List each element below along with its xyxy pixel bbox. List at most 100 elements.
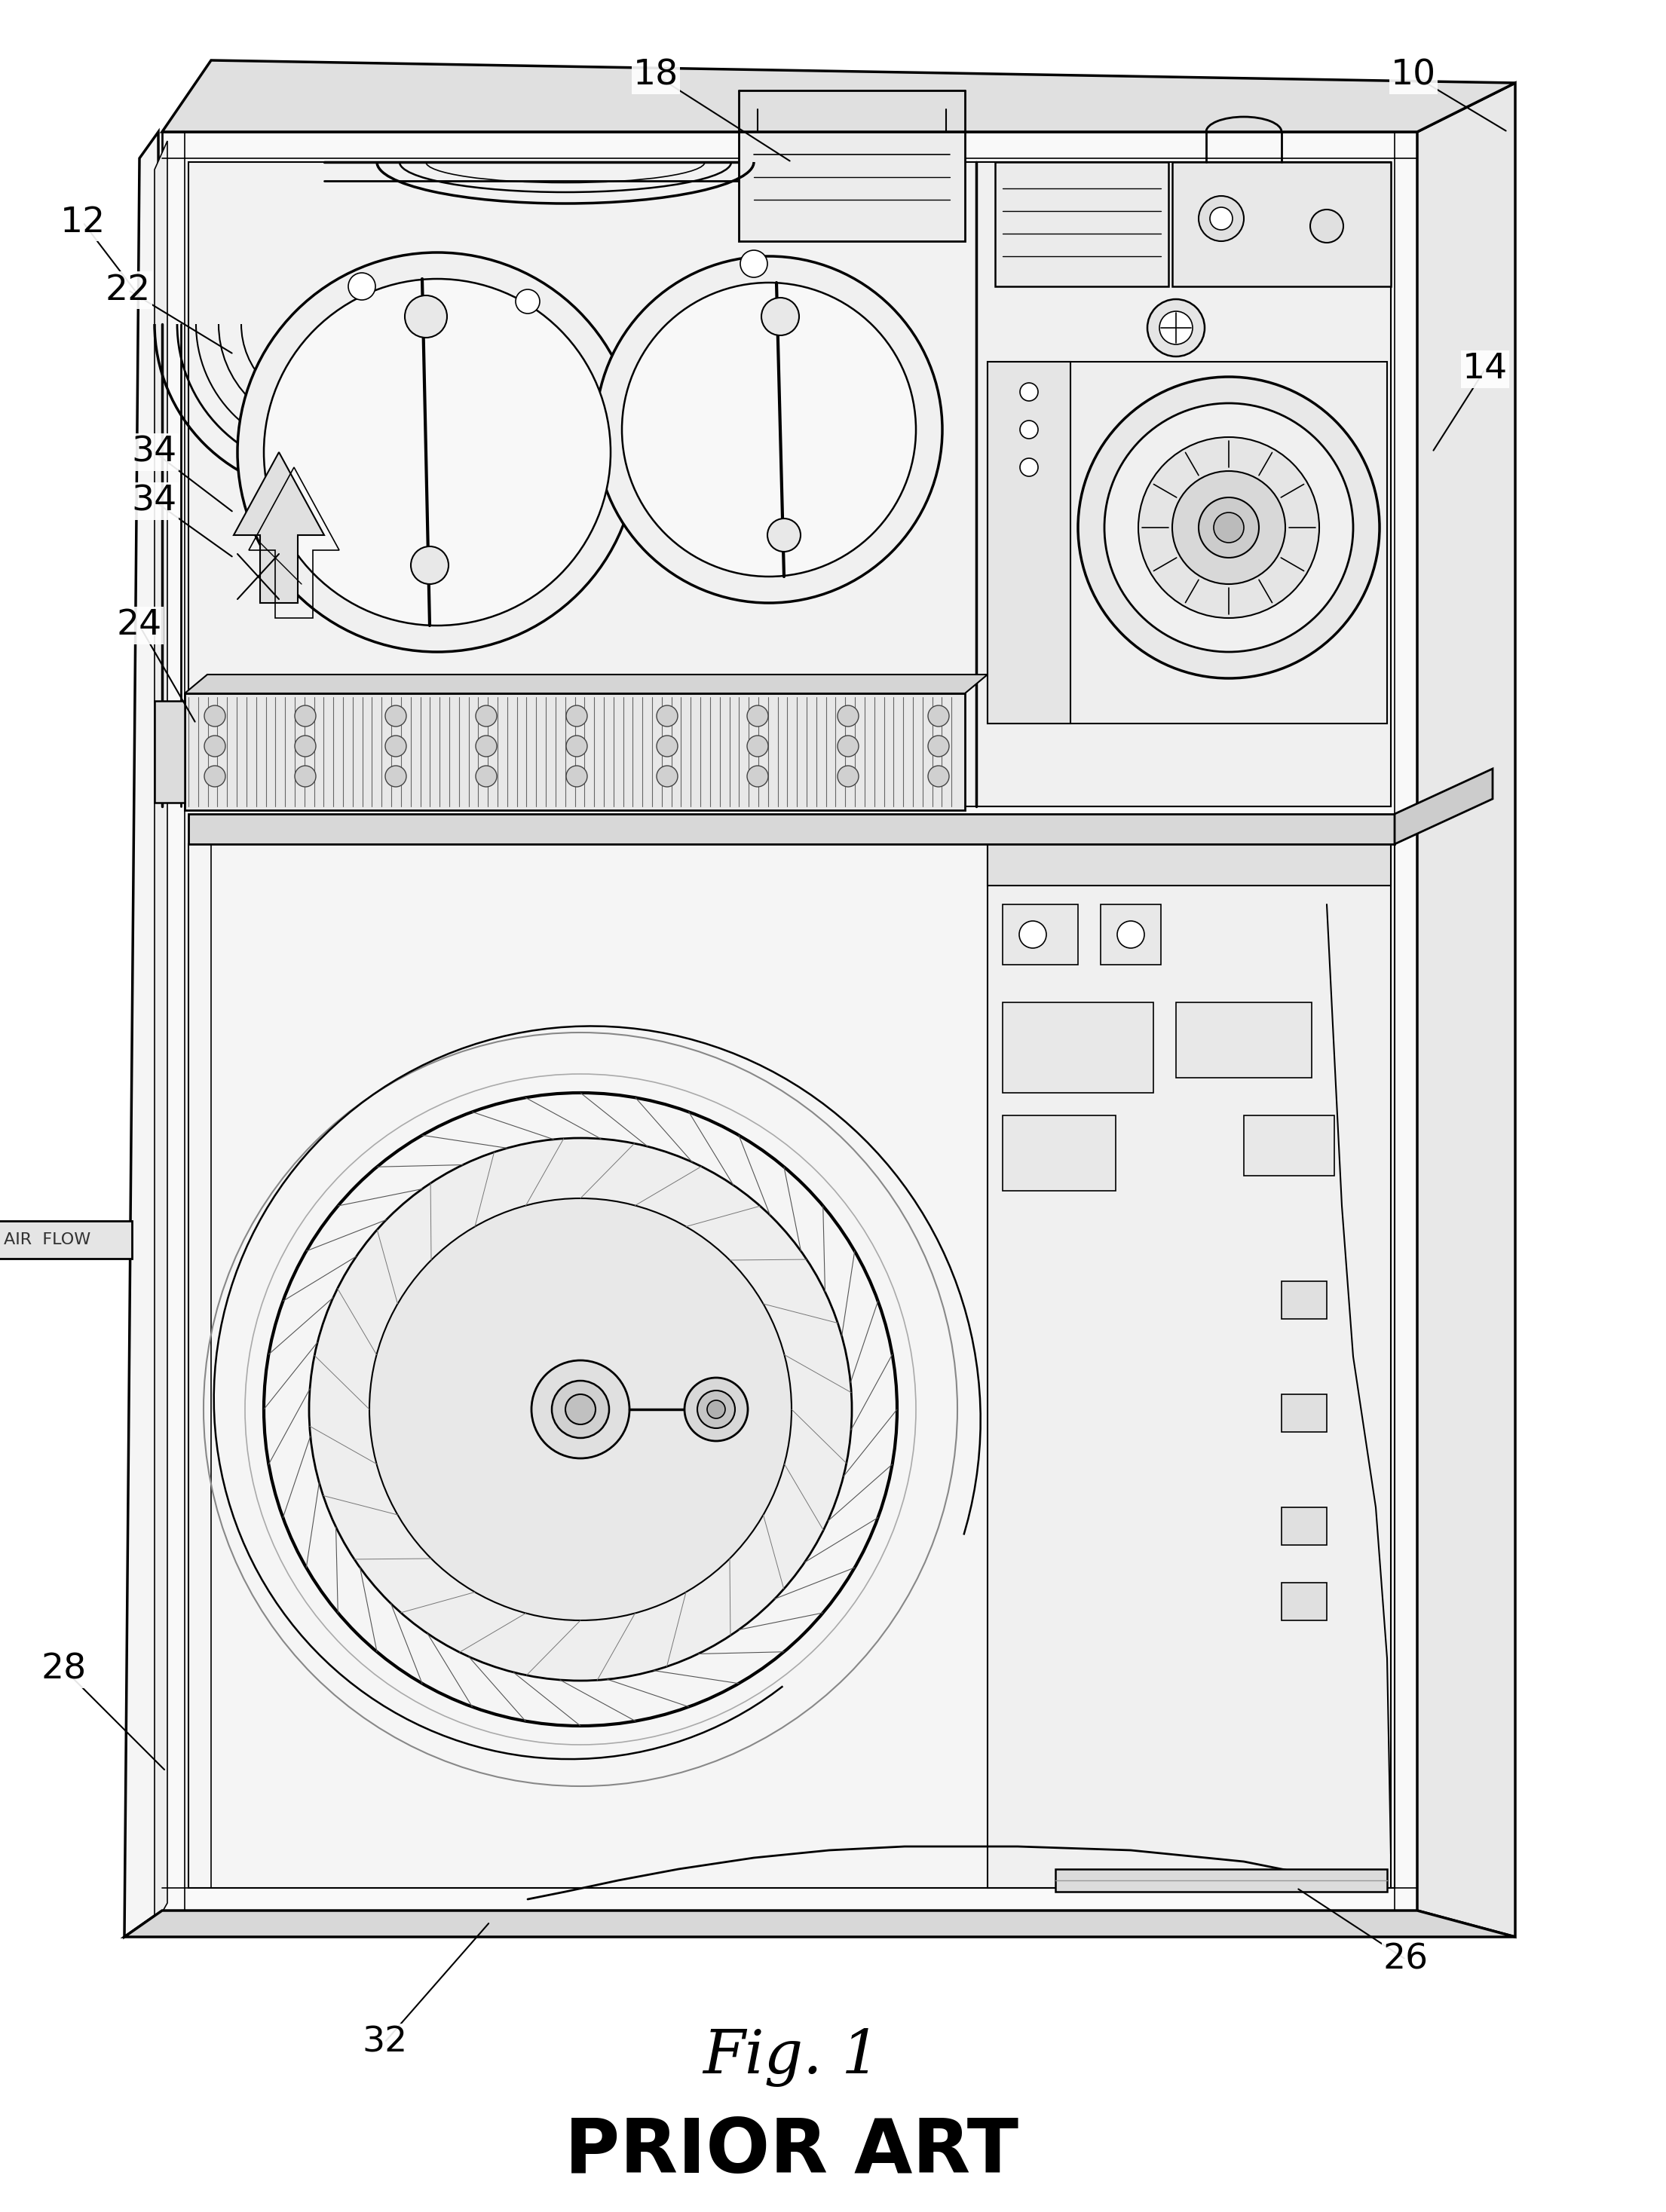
Text: 18: 18 <box>633 58 678 93</box>
Circle shape <box>1210 208 1233 230</box>
Circle shape <box>516 290 540 314</box>
Circle shape <box>928 737 950 757</box>
Text: 14: 14 <box>1463 352 1508 387</box>
Circle shape <box>746 706 768 726</box>
Circle shape <box>1105 403 1353 653</box>
Text: 22: 22 <box>105 274 152 307</box>
Polygon shape <box>988 363 1388 723</box>
Text: 34: 34 <box>132 436 177 469</box>
Polygon shape <box>233 451 325 604</box>
Polygon shape <box>1003 905 1078 964</box>
Circle shape <box>656 706 678 726</box>
Circle shape <box>1173 471 1284 584</box>
Circle shape <box>740 250 768 276</box>
Circle shape <box>1020 420 1038 438</box>
Circle shape <box>685 1378 748 1440</box>
Polygon shape <box>188 845 1394 1887</box>
Circle shape <box>1138 438 1319 617</box>
Circle shape <box>566 706 586 726</box>
Circle shape <box>205 765 225 787</box>
Circle shape <box>370 1199 791 1621</box>
Polygon shape <box>1281 1281 1326 1318</box>
Circle shape <box>1198 197 1245 241</box>
Circle shape <box>838 706 858 726</box>
Circle shape <box>1160 312 1193 345</box>
Text: 32: 32 <box>362 2026 407 2059</box>
Circle shape <box>761 299 800 336</box>
Circle shape <box>295 737 317 757</box>
Polygon shape <box>0 1221 132 1259</box>
Circle shape <box>385 737 407 757</box>
Circle shape <box>1020 383 1038 400</box>
Text: 28: 28 <box>42 1652 87 1686</box>
Circle shape <box>263 1093 896 1725</box>
Circle shape <box>1148 299 1205 356</box>
Circle shape <box>595 257 943 604</box>
Polygon shape <box>1394 770 1493 845</box>
Circle shape <box>476 737 496 757</box>
Polygon shape <box>1003 1115 1116 1190</box>
Polygon shape <box>162 133 1418 1911</box>
Polygon shape <box>995 161 1168 285</box>
Polygon shape <box>738 133 965 241</box>
Circle shape <box>566 737 586 757</box>
Circle shape <box>656 765 678 787</box>
Circle shape <box>412 546 448 584</box>
Circle shape <box>746 737 768 757</box>
Circle shape <box>1309 210 1343 243</box>
Polygon shape <box>1101 905 1161 964</box>
Circle shape <box>310 1137 851 1681</box>
Polygon shape <box>188 161 1391 807</box>
Circle shape <box>1020 920 1046 949</box>
Polygon shape <box>976 161 1391 807</box>
Polygon shape <box>988 845 1391 1887</box>
Circle shape <box>1118 920 1145 949</box>
Text: 10: 10 <box>1391 58 1436 93</box>
Circle shape <box>1198 498 1259 557</box>
Circle shape <box>348 272 375 301</box>
Polygon shape <box>1176 1002 1311 1077</box>
Polygon shape <box>1245 1115 1334 1177</box>
Circle shape <box>205 706 225 726</box>
Circle shape <box>295 706 317 726</box>
Circle shape <box>1078 376 1379 679</box>
Circle shape <box>706 1400 725 1418</box>
Text: 34: 34 <box>132 484 177 518</box>
Polygon shape <box>185 692 965 810</box>
Polygon shape <box>988 845 1391 885</box>
Circle shape <box>476 706 496 726</box>
Text: Fig. 1: Fig. 1 <box>703 2028 880 2086</box>
Polygon shape <box>1173 161 1391 285</box>
Circle shape <box>385 706 407 726</box>
Circle shape <box>1020 458 1038 476</box>
Circle shape <box>385 765 407 787</box>
Circle shape <box>928 765 950 787</box>
Circle shape <box>205 737 225 757</box>
Polygon shape <box>162 60 1516 133</box>
Circle shape <box>405 296 446 338</box>
Polygon shape <box>1003 1002 1153 1093</box>
Circle shape <box>551 1380 610 1438</box>
Circle shape <box>746 765 768 787</box>
Circle shape <box>565 1394 595 1425</box>
Circle shape <box>531 1360 630 1458</box>
Circle shape <box>698 1391 735 1429</box>
Polygon shape <box>188 814 1394 845</box>
Polygon shape <box>185 675 988 692</box>
Circle shape <box>656 737 678 757</box>
Circle shape <box>295 765 317 787</box>
Polygon shape <box>1281 1394 1326 1431</box>
Polygon shape <box>155 701 185 803</box>
Text: PRIOR ART: PRIOR ART <box>565 2115 1018 2188</box>
Circle shape <box>768 518 801 551</box>
Circle shape <box>1215 513 1245 542</box>
Circle shape <box>621 283 916 577</box>
Polygon shape <box>1418 82 1516 1938</box>
Circle shape <box>476 765 496 787</box>
Polygon shape <box>988 363 1071 723</box>
Circle shape <box>238 252 636 653</box>
Text: 26: 26 <box>1383 1942 1428 1978</box>
Circle shape <box>928 706 950 726</box>
Text: 24: 24 <box>117 608 162 641</box>
Text: 12: 12 <box>60 206 105 239</box>
